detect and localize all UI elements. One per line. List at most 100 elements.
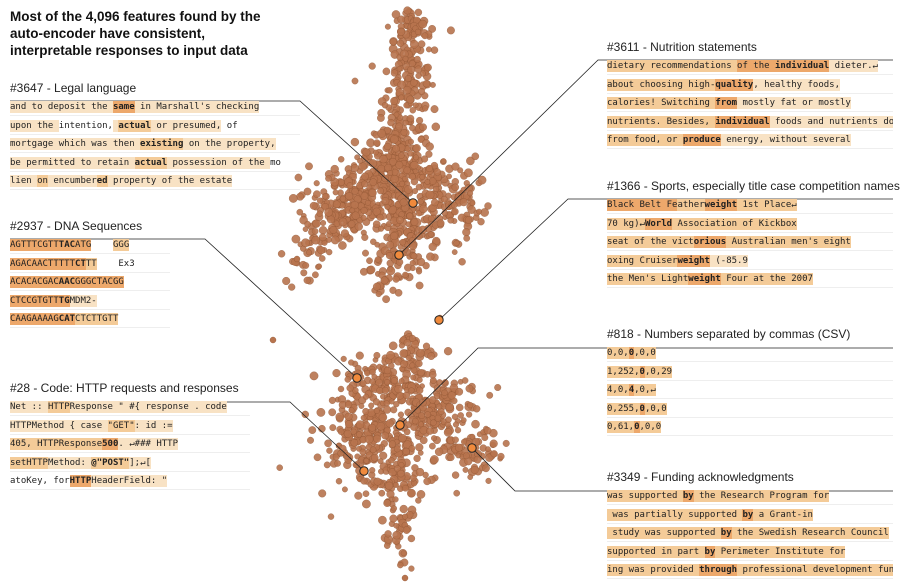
scatter-point [408,173,416,181]
activating-token: CT [75,257,86,270]
scatter-point [378,413,388,422]
token-segment: or presumed, [150,119,222,132]
scatter-point [422,342,431,350]
scatter-point [359,380,367,387]
token-segment: ,0,↵ [634,384,656,396]
scatter-point [301,410,309,419]
scatter-point [378,468,384,475]
activating-token: by [682,490,694,502]
activating-token: weight [688,273,721,285]
scatter-point [366,257,373,265]
activating-token: orious [693,236,727,248]
scatter-point [427,231,434,238]
scatter-point [427,215,435,222]
token-segment: supported in part [607,545,705,558]
scatter-point [313,453,322,462]
scatter-point [408,387,415,394]
scatter-point [372,398,380,406]
scatter-point [467,474,474,480]
activating-token: individual [774,60,830,72]
snippet-line: mortgage which was then existing on the … [10,137,300,153]
scatter-point [312,271,319,279]
scatter-point [451,413,459,420]
token-segment: CTCCGTGTT [10,294,59,307]
scatter-point [354,491,363,500]
scatter-point [416,116,424,125]
scatter-point [373,407,380,414]
snippet-line: 405, HTTPResponse500. ↵### HTTP [10,437,250,453]
scatter-point [383,379,391,386]
scatter-point [372,149,379,156]
scatter-point [409,474,417,482]
scatter-point [409,124,416,132]
scatter-point [397,469,405,478]
scatter-point [455,452,462,459]
scatter-point [329,424,337,432]
scatter-point [402,85,412,95]
token-segment: calories! Switching [607,97,716,109]
scatter-point [372,207,381,216]
snippet-line: be permitted to retain actual possession… [10,156,300,172]
scatter-point [428,242,437,251]
scatter-point [466,156,475,166]
scatter-point [369,446,377,454]
scatter-point [311,228,319,235]
token-segment: Perimeter Institute for [715,545,846,558]
token-segment: possession of the [167,156,271,169]
activating-token: existing [140,138,184,150]
scatter-point [368,188,377,197]
scatter-point [424,411,431,418]
scatter-point [419,436,428,445]
scatter-point [430,419,437,426]
token-segment: HTTPMethod { case [10,419,108,432]
feature-title-1366: #1366 - Sports, especially title case co… [607,179,900,193]
activating-token: World [644,217,673,230]
scatter-point [494,384,502,391]
scatter-point [416,348,425,358]
token-segment: encumber [47,175,97,187]
scatter-point [346,182,354,189]
scatter-point [452,421,460,428]
scatter-point [483,426,492,435]
token-segment: study was supported [607,527,721,539]
scatter-point [431,122,441,132]
scatter-point [408,565,415,572]
scatter-point [377,129,386,138]
token-segment: from food, or [607,134,683,146]
token-segment: ing was provided [607,564,700,576]
scatter-point [467,401,474,409]
token-segment: on [37,175,48,187]
feature-marker-3647 [408,198,418,208]
scatter-point [419,174,426,180]
scatter-point [430,105,439,114]
scatter-point [350,164,359,172]
scatter-point [306,249,313,256]
scatter-point [361,180,368,188]
scatter-point [351,77,359,85]
feature-marker-3349 [467,443,477,453]
scatter-point [402,175,408,182]
scatter-point [460,417,467,424]
scatter-point [418,412,426,420]
token-segment: . ↵### HTTP [118,438,178,450]
scatter-point [341,486,348,493]
scatter-point [337,179,345,186]
scatter-point [408,241,418,250]
token-segment: be permitted to retain [10,156,135,169]
scatter-point [447,453,455,462]
scatter-point [457,412,464,419]
snippet-list-28: Net :: HTTPResponse " #{ response . code… [10,400,250,490]
scatter-point [386,490,395,499]
token-segment: was supported [607,490,683,502]
scatter-point [332,200,341,209]
scatter-point [392,144,400,153]
scatter-point [429,371,437,379]
scatter-point [355,351,364,360]
scatter-point [311,235,321,245]
token-segment: HTTP [47,401,70,413]
scatter-point [424,63,432,72]
scatter-point [337,385,345,393]
scatter-point [400,128,408,136]
scatter-point [349,207,356,214]
snippet-line: atoKey, forHTTPHeaderField: " [10,474,250,490]
